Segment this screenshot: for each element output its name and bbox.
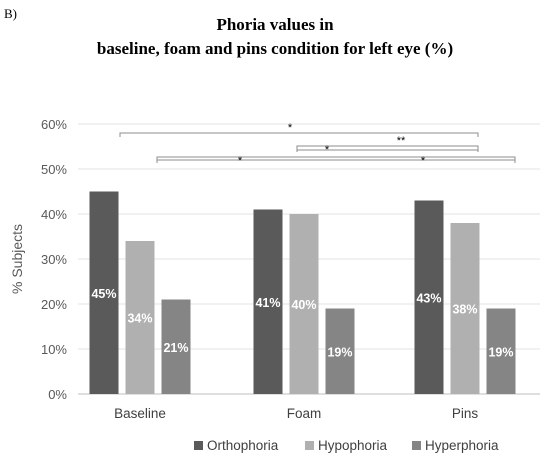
significance-label: *: [421, 155, 426, 167]
legend-label: Orthophoria: [207, 438, 279, 453]
significance-bracket: [296, 145, 479, 150]
significance-bracket: [296, 149, 479, 152]
significance-bracket: [156, 156, 516, 161]
bar-value-label: 19%: [488, 345, 513, 359]
bar-value-label: 21%: [163, 341, 188, 355]
significance-label: *: [238, 155, 243, 167]
significance-label: **: [397, 135, 406, 147]
y-tick-label: 10%: [41, 342, 67, 357]
chart-title-line-2: baseline, foam and pins condition for le…: [97, 39, 453, 58]
legend-label: Hyperphoria: [425, 438, 499, 453]
legend-swatch-hyperphoria: [412, 441, 421, 450]
y-tick-label: 60%: [41, 117, 67, 132]
legend-swatch-orthophoria: [194, 441, 203, 450]
y-axis-label: % Subjects: [9, 224, 25, 294]
bar-value-label: 41%: [255, 296, 280, 310]
legend: Orthophoria Hypophoria Hyperphoria: [194, 438, 499, 453]
legend-swatch-hypophoria: [305, 441, 314, 450]
y-tick-label: 0%: [48, 387, 67, 402]
bar-hypophoria: [289, 214, 319, 394]
bar-hypophoria: [125, 241, 155, 394]
significance-bracket: [340, 159, 516, 163]
bar-value-label: 43%: [416, 291, 441, 305]
x-tick-labels: Baseline Foam Pins: [114, 406, 478, 421]
y-tick-label: 20%: [41, 297, 67, 312]
y-tick-labels: 0% 10% 20% 30% 40% 50% 60%: [41, 117, 67, 402]
bar-orthophoria: [414, 200, 444, 394]
significance-label: *: [325, 144, 330, 156]
bar-value-label: 38%: [452, 303, 477, 317]
bar-hyperphoria: [161, 299, 191, 394]
y-tick-label: 30%: [41, 252, 67, 267]
bar-orthophoria: [253, 209, 283, 394]
bar-hyperphoria: [486, 308, 516, 394]
bar-orthophoria: [89, 191, 119, 394]
legend-label: Hypophoria: [318, 438, 388, 453]
bar-hypophoria: [450, 223, 480, 394]
x-tick-label: Pins: [452, 406, 479, 421]
significance-bracket: [156, 159, 340, 163]
x-tick-label: Baseline: [114, 406, 166, 421]
bar-value-label: 40%: [291, 298, 316, 312]
x-tick-label: Foam: [287, 406, 322, 421]
bar-value-label: 19%: [327, 345, 352, 359]
panel-label: B): [4, 6, 17, 21]
chart-title-line-1: Phoria values in: [216, 15, 334, 34]
significance-brackets: ***** *: [119, 122, 516, 167]
bar-data-labels: 45% 41% 43% 34% 40% 38% 21% 19% 19%: [91, 287, 513, 360]
bars: [89, 191, 516, 394]
y-tick-label: 40%: [41, 207, 67, 222]
significance-bracket: [119, 132, 479, 137]
bar-value-label: 45%: [91, 287, 116, 301]
y-tick-label: 50%: [41, 162, 67, 177]
bar-value-label: 34%: [127, 312, 152, 326]
significance-label: *: [288, 122, 293, 134]
bar-hyperphoria: [325, 308, 355, 394]
